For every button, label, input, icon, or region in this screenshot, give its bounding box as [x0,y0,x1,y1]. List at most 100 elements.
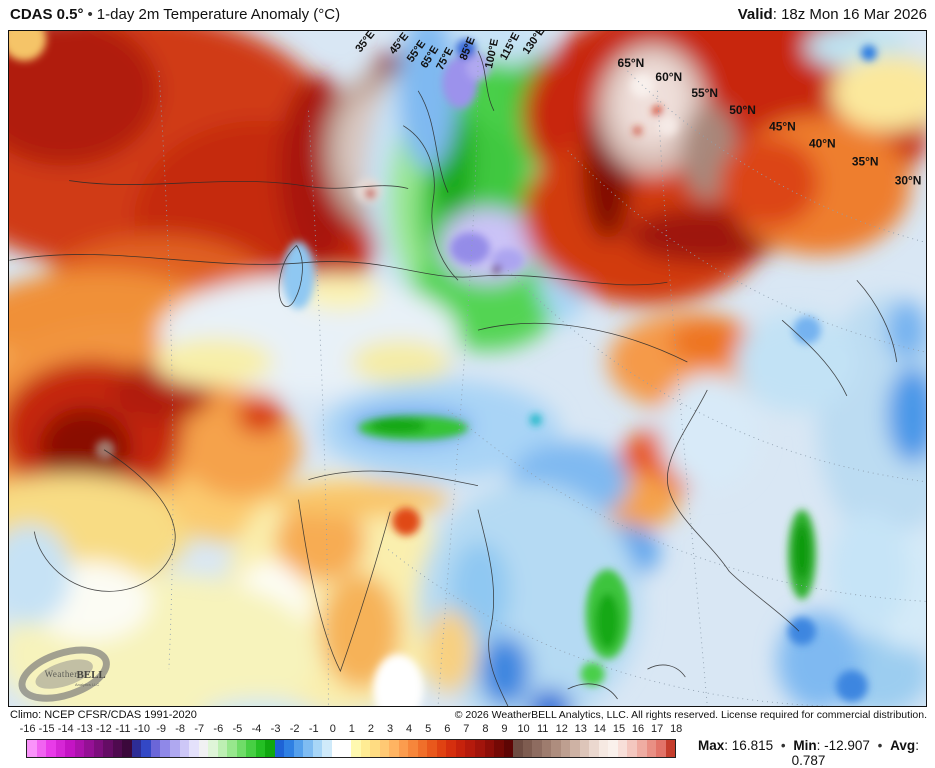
colorbar-cell [217,740,228,757]
lat-labels: 65°N 60°N 55°N 50°N 45°N 40°N 35°N 30°N [618,56,922,188]
min-value: : -12.907 [816,738,870,753]
colorbar-cell [522,740,533,757]
colorbar-tick-label: 5 [425,723,432,735]
colorbar-tick-label: -16 [19,723,36,735]
colorbar-cell [160,740,170,757]
colorbar-cell [417,740,428,757]
max-label: Max [698,738,725,753]
title-separator: • [87,6,93,23]
colorbar-cell [141,740,151,757]
colorbar-cell [112,740,123,757]
colorbar-cell [637,740,647,757]
colorbar-tick-label: -11 [115,723,131,735]
colorbar-cell [150,740,161,757]
colorbar-cell [84,740,94,757]
colorbar-tick-label: 14 [593,723,606,735]
anomaly-field-detail [9,31,877,706]
colorbar-cell [227,740,237,757]
lat-label: 35°N [852,155,879,169]
colorbar-cell [617,740,628,757]
colorbar-tick-label: -3 [270,723,281,735]
colorbar-cell [122,740,132,757]
colorbar-cell [246,740,256,757]
colorbar-cell [274,740,285,757]
min-label: Min [793,738,817,753]
colorbar-cell [312,740,323,757]
valid-value: : 18z Mon 16 Mar 2026 [772,6,927,23]
colorbar-tick-label: 17 [650,723,664,735]
colorbar-tick-label: 18 [670,723,683,735]
colorbar-tick-label: 7 [463,723,470,735]
colorbar-tick-label: -9 [156,723,166,735]
colorbar-tick-label: -7 [194,723,205,735]
colorbar-ticks: -16 -15 -14 -13 -12 -11 -10 -9 -8 -7 -6 -5 -4 -3 -2 -1 0… [18,723,686,737]
colorbar-cell [93,740,104,757]
colorbar-tick-label: -12 [95,723,112,735]
colorbar-cell [46,740,56,757]
colorbar-tick-label: 6 [444,723,451,735]
colorbar-tick-label: 12 [555,723,568,735]
colorbar-cell [189,740,199,757]
colorbar-cell [589,740,599,757]
colorbar-cell [427,740,437,757]
colorbar-tick-label: -1 [308,723,319,735]
colorbar-cell [255,740,266,757]
colorbar-cell [236,740,247,757]
valid-label: Valid [737,6,773,23]
colorbar-tick-label: -4 [251,723,262,735]
colorbar-cell [436,740,447,757]
copyright-text: © 2026 WeatherBELL Analytics, LLC. All r… [454,709,927,721]
colorbar-cell [560,740,571,757]
colorbar-cell [474,740,485,757]
colorbar-tick-label: 9 [501,723,508,735]
colorbar-cell [446,740,456,757]
colorbar-cell [579,740,590,757]
coastlines [9,50,898,706]
colorbar-cell [322,740,332,757]
colorbar-cell [598,740,609,757]
lat-label: 65°N [618,56,645,70]
colorbar-cell [169,740,180,757]
colorbar-cell [198,740,209,757]
watermark-name-suffix: BELL [76,669,105,681]
colorbar-cell [65,740,75,757]
colorbar-cell [551,740,561,757]
colorbar-tick-label: -13 [76,723,93,735]
colorbar-cell [570,740,580,757]
avg-label: Avg [890,738,916,753]
colorbar-cell [389,740,399,757]
colorbar-tick-label: 1 [348,723,355,735]
colorbar-cell [656,740,666,757]
colorbar-cell [465,740,475,757]
colorbar-cell [484,740,495,757]
colorbar-tick-label: -8 [175,723,186,735]
colorbar-cell [131,740,142,757]
colorbar-cell [103,740,113,757]
colorbar-cell [332,740,342,757]
colorbar-tick-label: -10 [134,723,150,735]
colorbar-cell [303,740,313,757]
model-name: CDAS 0.5° [10,6,84,23]
colorbar-tick-label: -2 [289,723,300,735]
product-title: 1-day 2m Temperature Anomaly (°C) [96,6,341,23]
colorbar-tick-label: -6 [213,723,224,735]
anomaly-map: 35°E 45°E 55°E 65°E 75°E 85°E 100°E 115°… [8,30,927,707]
colorbar-cell [494,740,504,757]
colorbar-tick-label: 3 [386,723,394,735]
colorbar-cell [627,740,637,757]
stats-line: Max: 16.815 • Min: -12.907 • Avg: 0.787 [686,738,931,768]
colorbar-cell [284,740,294,757]
colorbar-cell [503,740,514,757]
anomaly-field-large [9,31,926,706]
colorbar-tick-label: -5 [232,723,243,735]
weatherbell-logo-icon [18,646,110,702]
colorbar-cell [370,740,380,757]
watermark-name-prefix: Weather [45,669,78,679]
colorbar-cell [455,740,466,757]
colorbar-cell [27,740,37,757]
lat-label: 40°N [809,137,836,151]
weatherbell-watermark: Weather BELL Analytics LLC [18,646,110,702]
colorbar-cell [532,740,542,757]
colorbar-cell [513,740,523,757]
